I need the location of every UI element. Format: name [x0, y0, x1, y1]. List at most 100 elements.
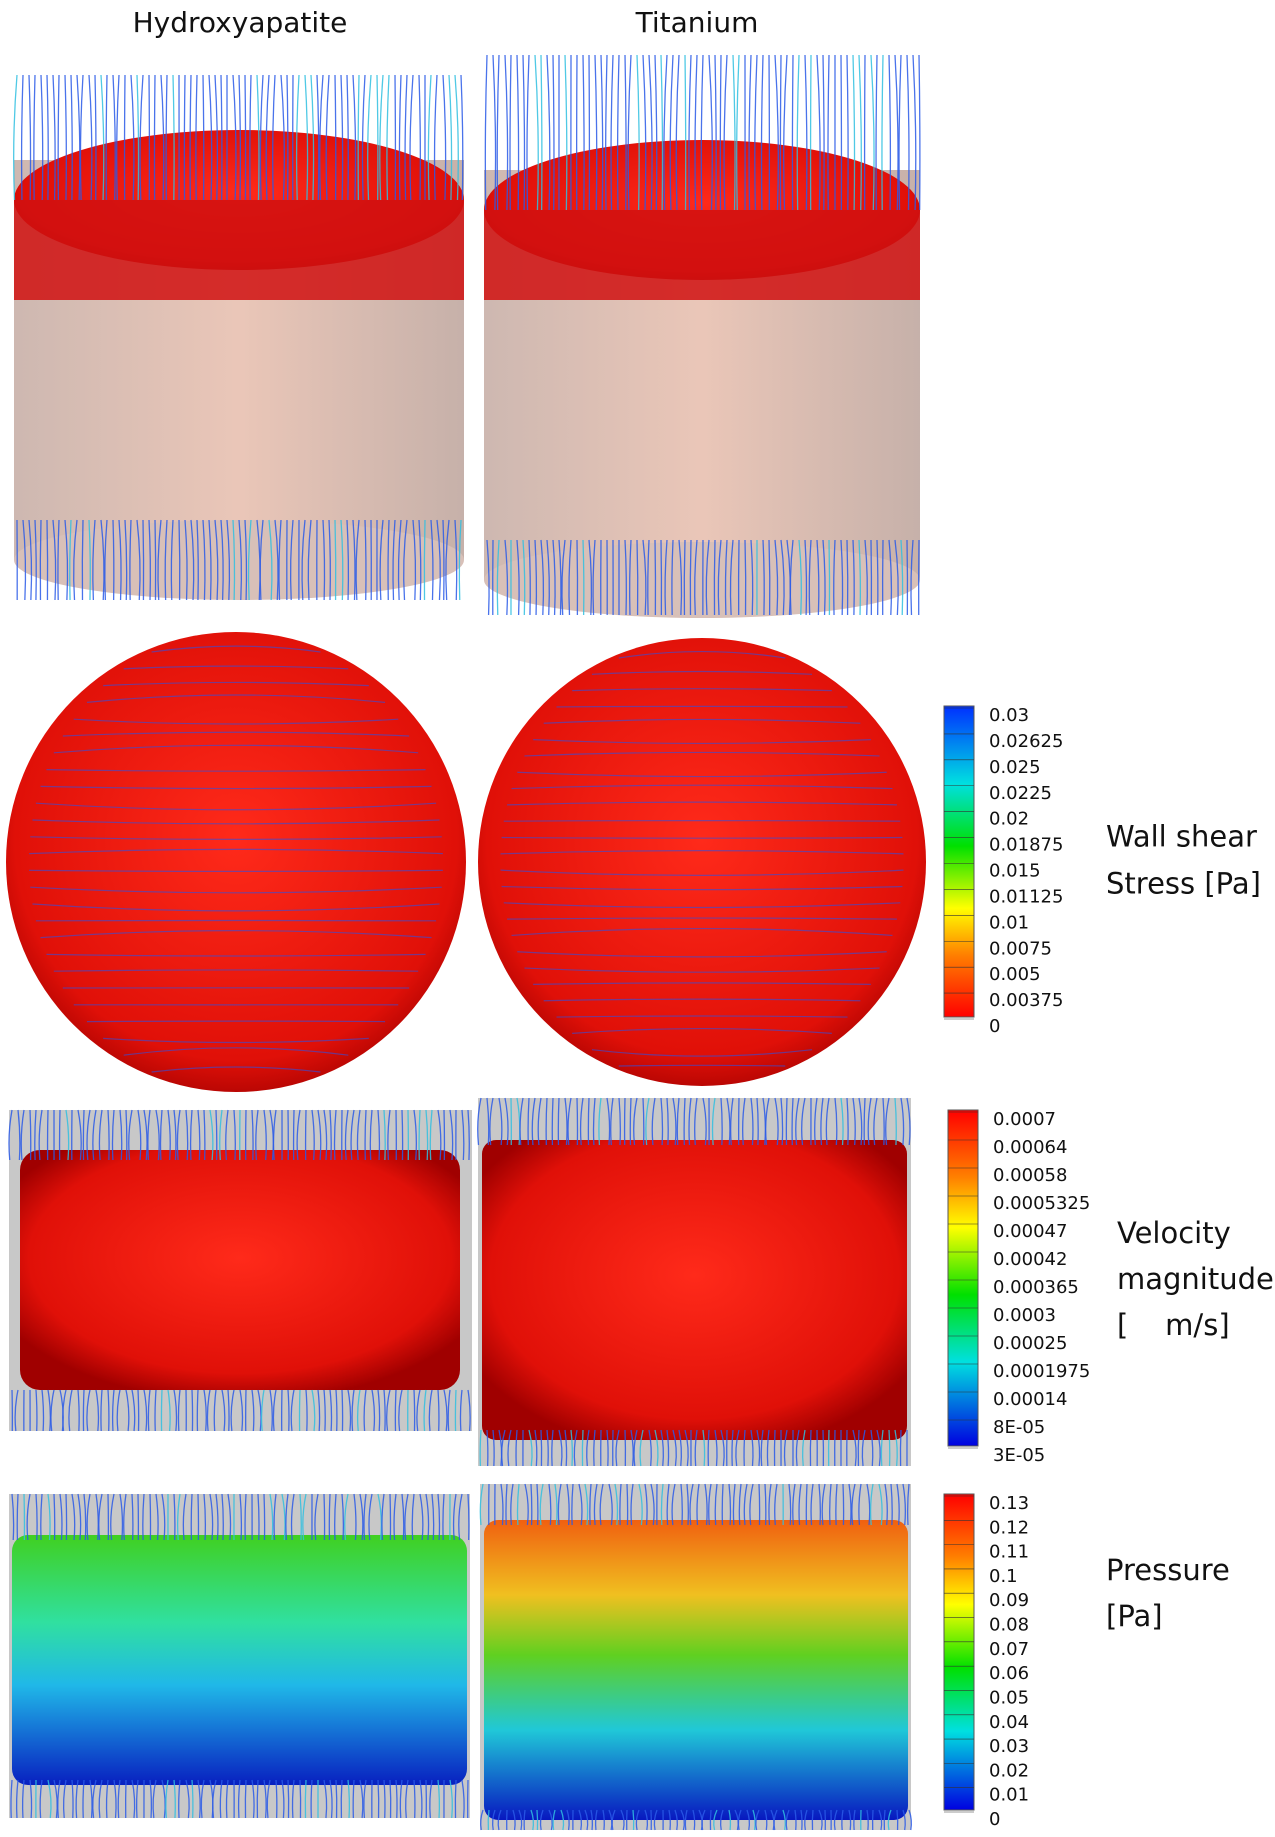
streamline	[54, 1494, 55, 1540]
colorbar-tick-label: 0.01125	[989, 886, 1063, 907]
streamline	[558, 1098, 559, 1145]
streamline	[191, 1494, 192, 1540]
colorbar-tick-label: 0	[989, 1016, 1000, 1037]
colorbar-tick-label: 8E-05	[993, 1417, 1045, 1438]
render-cylinder	[484, 140, 920, 618]
streamline	[792, 55, 793, 210]
streamline	[847, 540, 848, 615]
colorbar-title: Wall shear	[1106, 820, 1257, 854]
colorbar-tick-label: 0.0225	[989, 783, 1052, 804]
streamline	[633, 1810, 634, 1830]
streamline	[390, 1494, 391, 1540]
colorbar-title: [Pa]	[1106, 1599, 1163, 1633]
streamline	[66, 1494, 67, 1540]
colorbar-scale	[944, 706, 974, 1017]
render-cylinder	[14, 130, 464, 600]
streamline	[900, 1430, 901, 1466]
streamline	[17, 1494, 18, 1540]
streamline	[552, 1098, 553, 1145]
colorbar-tick-label: 0.00042	[993, 1249, 1067, 1270]
streamline	[395, 1390, 396, 1431]
colorbar-tick-label: 0.02	[989, 809, 1029, 830]
colorbar-tick-label: 0.0075	[989, 938, 1052, 959]
streamline	[502, 838, 903, 839]
colorbar-tick-label: 0.00047	[993, 1221, 1067, 1242]
colorbar-tick-label: 0.13	[989, 1493, 1029, 1514]
streamline	[192, 1390, 193, 1431]
colorbar-tick-label: 0.05	[989, 1687, 1029, 1708]
colorbar-tick-label: 0.12	[989, 1517, 1029, 1538]
streamline	[884, 1810, 885, 1830]
streamline	[378, 1780, 379, 1818]
colorbar-tick-label: 0.11	[989, 1542, 1029, 1563]
streamline	[335, 520, 336, 600]
streamline	[690, 540, 691, 615]
render-side-view	[12, 1535, 467, 1785]
colorbar-title: Velocity	[1117, 1216, 1231, 1250]
streamline	[300, 1780, 301, 1818]
streamline	[257, 1780, 258, 1818]
streamline	[774, 1430, 775, 1466]
colorbar-tick-label: 0.02625	[989, 731, 1063, 752]
streamline	[414, 1390, 415, 1431]
colorbar-title: [ m/s]	[1117, 1308, 1230, 1342]
colorbar-tick-label: 0.04	[989, 1712, 1029, 1733]
streamline	[722, 1484, 723, 1525]
colorbar-tick-label: 3E-05	[993, 1445, 1045, 1466]
colorbar-tick-label: 0.01	[989, 1785, 1029, 1806]
streamline	[424, 520, 425, 600]
streamline	[504, 821, 900, 822]
streamline	[627, 1484, 628, 1525]
colorbar-tick-label: 0.08	[989, 1615, 1029, 1636]
page: {"headers": ["Hydroxyapatite", "Titanium…	[0, 0, 1275, 1837]
colorbar-tick-label: 0.1	[989, 1566, 1018, 1587]
colorbar-tick-label: 0.000365	[993, 1277, 1079, 1298]
streamline	[582, 1430, 583, 1466]
streamline	[643, 1098, 644, 1145]
streamline	[810, 1430, 811, 1466]
streamline	[82, 520, 83, 600]
streamline	[745, 540, 746, 615]
render-top-view	[478, 638, 926, 1086]
streamline	[619, 1065, 786, 1066]
figure: Hydroxyapatite Titanium 0.030.026250.025…	[0, 0, 1275, 1837]
streamline	[197, 1390, 198, 1431]
streamline	[342, 1390, 343, 1431]
colorbar-title: Pressure	[1106, 1553, 1230, 1587]
streamline	[184, 75, 185, 200]
streamline	[630, 1098, 631, 1145]
streamline	[829, 540, 830, 615]
colorbar-tick-label: 0.00025	[993, 1333, 1067, 1354]
streamline	[714, 540, 715, 615]
colorbar-tick-label: 0.0003	[993, 1305, 1056, 1326]
column-header: Hydroxyapatite	[133, 6, 348, 39]
streamline	[335, 75, 336, 200]
streamline	[556, 706, 847, 707]
streamline	[759, 1484, 760, 1525]
streamline	[305, 1780, 306, 1818]
colorbar-tick-label: 0.03	[989, 705, 1029, 726]
streamline	[341, 1780, 342, 1818]
streamline	[264, 1494, 265, 1540]
streamline	[637, 540, 638, 615]
streamline	[897, 1810, 898, 1830]
streamline	[720, 55, 721, 210]
colorbar-tick-label: 0.00058	[993, 1165, 1067, 1186]
colorbar: 0.00070.000640.000580.00053250.000470.00…	[948, 1109, 1274, 1466]
render-top-view	[6, 632, 466, 1092]
streamline	[843, 1484, 844, 1525]
streamline	[216, 1110, 217, 1160]
colorbar-tick-label: 0.00375	[989, 990, 1063, 1011]
streamline	[786, 1098, 787, 1145]
streamline	[83, 1390, 84, 1431]
colorbar-tick-label: 0	[989, 1809, 1000, 1830]
streamline	[336, 1780, 337, 1818]
colorbar: 0.130.120.110.10.090.080.070.060.050.040…	[944, 1493, 1230, 1830]
streamline	[245, 1780, 246, 1818]
colorbar-scale	[944, 1494, 974, 1810]
render-side-view	[484, 1520, 908, 1820]
streamline	[203, 75, 204, 200]
streamline	[402, 1110, 403, 1160]
column-header: Titanium	[635, 6, 759, 39]
render-side-view	[20, 1150, 460, 1390]
